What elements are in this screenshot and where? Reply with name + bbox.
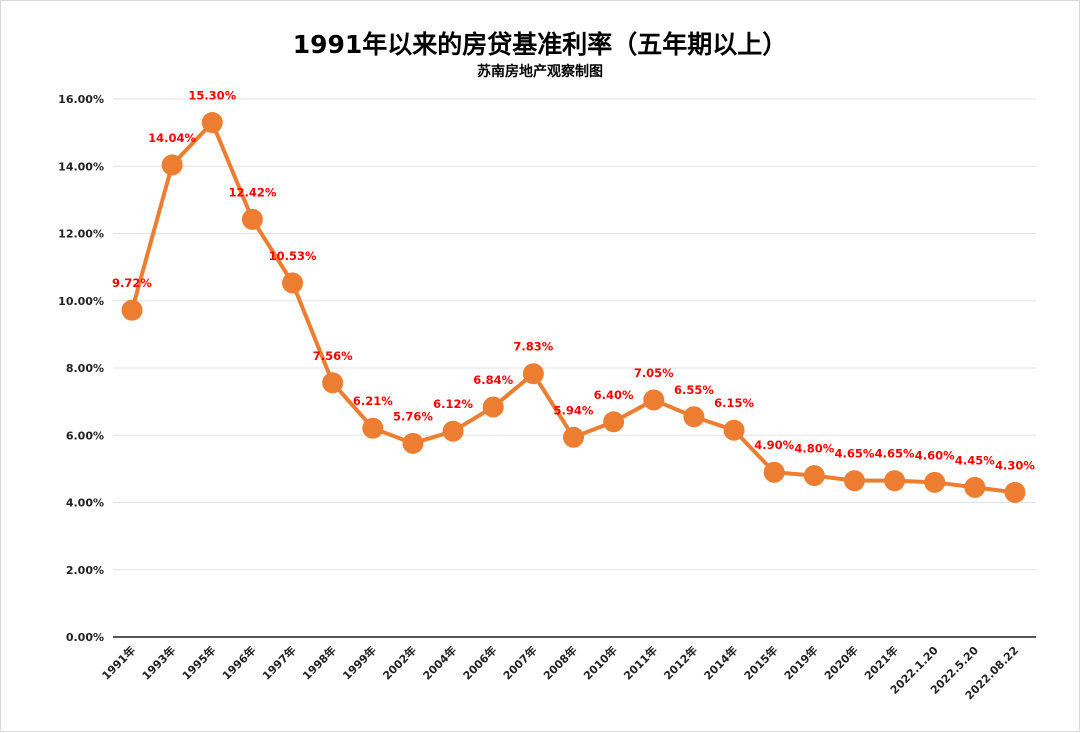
x-tick-label: 1991年 <box>99 643 138 682</box>
data-point <box>843 470 865 492</box>
data-point <box>924 471 946 493</box>
x-tick-label: 2002年 <box>380 643 419 682</box>
data-label: 4.90% <box>754 438 794 452</box>
y-tick-label: 8.00% <box>66 362 104 375</box>
y-tick-label: 12.00% <box>58 228 104 241</box>
data-label: 10.53% <box>269 249 317 263</box>
x-tick-label: 2014年 <box>701 643 740 682</box>
x-tick-label: 1998年 <box>299 643 338 682</box>
data-point <box>161 154 183 176</box>
x-tick-label: 2007年 <box>500 643 539 682</box>
x-tick-label: 2006年 <box>460 643 499 682</box>
data-label: 4.80% <box>794 442 834 456</box>
y-tick-label: 6.00% <box>66 429 104 442</box>
data-label: 4.60% <box>915 448 955 462</box>
y-tick-label: 10.00% <box>58 295 104 308</box>
data-point <box>1004 481 1026 503</box>
x-tick-label: 1997年 <box>259 643 298 682</box>
data-point <box>964 476 986 498</box>
x-tick-label: 1993年 <box>139 643 178 682</box>
data-point <box>362 417 384 439</box>
chart-subtitle: 苏南房地产观察制图 <box>477 64 603 80</box>
x-tick-label: 2010年 <box>580 643 619 682</box>
data-label: 4.45% <box>955 453 995 467</box>
data-point <box>643 389 665 411</box>
data-label: 5.76% <box>393 409 433 423</box>
y-tick-label: 16.00% <box>58 93 104 106</box>
data-point <box>723 419 745 441</box>
x-tick-label: 1999年 <box>340 643 379 682</box>
data-point <box>201 112 223 134</box>
y-tick-label: 2.00% <box>66 564 104 577</box>
data-label: 6.21% <box>353 394 393 408</box>
x-tick-label: 2011年 <box>621 643 660 682</box>
data-label: 6.40% <box>594 388 634 402</box>
data-label: 4.30% <box>995 458 1035 472</box>
data-point <box>402 432 424 454</box>
data-label: 5.94% <box>554 403 594 417</box>
x-tick-label: 2020年 <box>821 643 860 682</box>
chart-title: 1991年以来的房贷基准利率（五年期以上） <box>292 30 788 59</box>
data-point <box>522 363 544 385</box>
x-tick-label: 2021年 <box>861 643 900 682</box>
data-point <box>121 299 143 321</box>
data-point <box>683 406 705 428</box>
data-label: 6.12% <box>433 397 473 411</box>
x-tick-label: 2004年 <box>420 643 459 682</box>
data-label: 6.15% <box>714 396 754 410</box>
y-tick-label: 4.00% <box>66 497 104 510</box>
x-tick-label: 1996年 <box>219 643 258 682</box>
x-tick-label: 2012年 <box>661 643 700 682</box>
data-point <box>322 372 344 394</box>
data-label: 12.42% <box>228 185 276 199</box>
y-tick-label: 14.00% <box>58 160 104 173</box>
data-point <box>442 420 464 442</box>
data-point <box>241 208 263 230</box>
data-point <box>282 272 304 294</box>
data-point <box>603 411 625 433</box>
x-tick-label: 1995年 <box>179 643 218 682</box>
data-label: 14.04% <box>148 131 196 145</box>
data-point <box>884 470 906 492</box>
data-label: 4.65% <box>835 447 875 461</box>
data-point <box>763 461 785 483</box>
x-tick-label: 2015年 <box>741 643 780 682</box>
data-label: 9.72% <box>112 276 152 290</box>
data-label: 7.83% <box>513 340 553 354</box>
data-point <box>482 396 504 418</box>
y-tick-label: 0.00% <box>66 631 104 644</box>
data-label: 7.05% <box>634 366 674 380</box>
data-point <box>563 426 584 448</box>
data-label: 7.56% <box>313 349 353 363</box>
x-tick-label: 2008年 <box>540 643 579 682</box>
data-label: 4.65% <box>875 447 915 461</box>
data-label: 6.84% <box>473 373 513 387</box>
x-tick-label: 2019年 <box>781 643 820 682</box>
data-label: 6.55% <box>674 383 714 397</box>
data-point <box>803 465 825 487</box>
data-label: 15.30% <box>188 89 236 103</box>
